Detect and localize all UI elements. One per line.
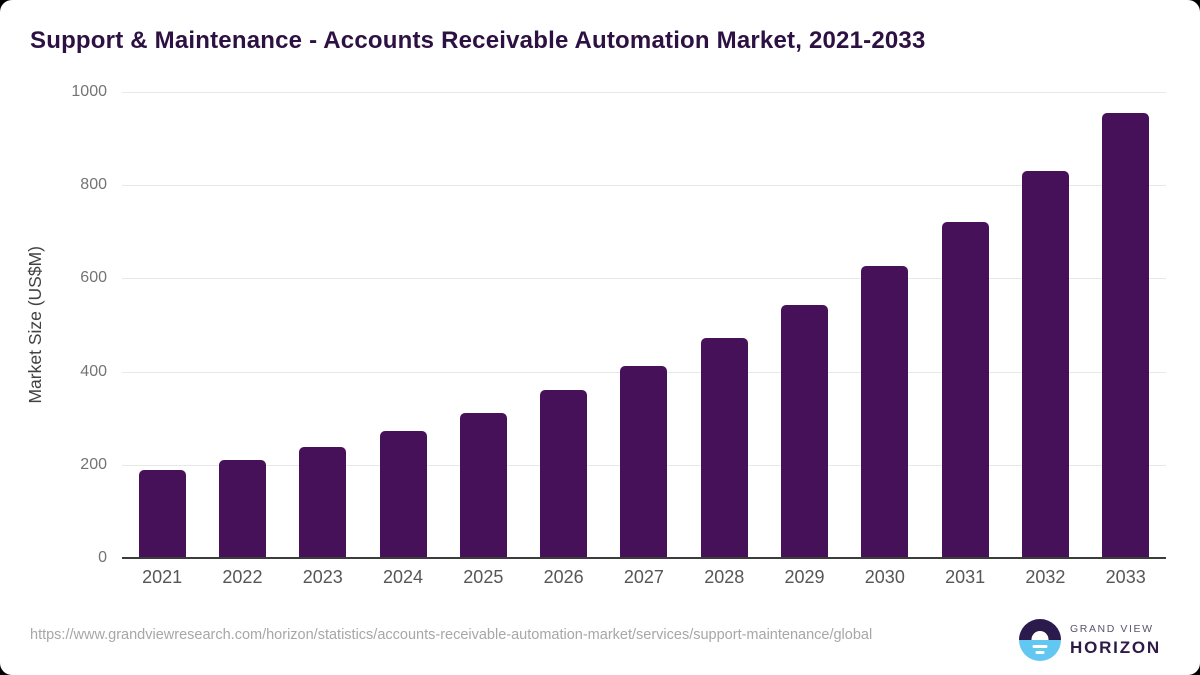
bar-2033[interactable] [1102,112,1150,558]
horizon-sunrise-logo-icon [1019,619,1061,661]
y-tick-400: 400 [80,362,107,380]
chart-title: Support & Maintenance - Accounts Receiva… [30,27,926,54]
x-label-2022: 2022 [222,567,263,587]
x-label-2025: 2025 [463,567,504,587]
plot-area [122,92,1166,558]
bar-2025[interactable] [459,412,507,558]
logo-text-grand-view: GRAND VIEW [1070,622,1154,635]
x-label-2032: 2032 [1025,567,1066,587]
gridline-600 [122,278,1166,280]
x-label-2023: 2023 [302,567,343,587]
bar-2024[interactable] [379,430,427,558]
logo-icon-arch [1031,631,1049,640]
bar-2028[interactable] [700,338,748,558]
gridline-1000 [122,92,1166,93]
logo-icon-reflection-line-1 [1032,645,1048,648]
x-label-2033: 2033 [1105,567,1146,587]
bar-2027[interactable] [620,366,668,558]
x-label-2029: 2029 [784,567,825,587]
bar-2022[interactable] [218,459,266,558]
x-axis-labels: 2021 2022 2023 2024 2025 2026 2027 2028 2029 2030… [122,567,1166,588]
gridline-800 [122,185,1166,187]
logo-text-horizon: HORIZON [1070,637,1161,657]
logo-icon-reflection-line-2 [1035,651,1045,654]
bar-series [122,92,1166,558]
bar-2021[interactable] [138,470,186,558]
y-tick-800: 800 [80,176,107,194]
x-label-2027: 2027 [623,567,664,587]
y-tick-600: 600 [80,269,107,287]
bar-2032[interactable] [1021,171,1069,558]
y-tick-200: 200 [80,455,107,473]
x-label-2024: 2024 [383,567,424,587]
bar-2031[interactable] [941,221,989,558]
bar-2023[interactable] [299,446,347,558]
x-label-2021: 2021 [142,567,183,587]
y-tick-1000: 1000 [71,83,107,100]
logo-text: GRAND VIEW HORIZON [1070,623,1161,658]
x-axis-line [122,557,1166,559]
x-label-2031: 2031 [945,567,986,587]
bar-2030[interactable] [861,265,909,558]
x-label-2030: 2030 [864,567,905,587]
x-label-2026: 2026 [543,567,584,587]
source-url: https://www.grandviewresearch.com/horizo… [30,627,873,643]
y-tick-0: 0 [98,549,107,566]
y-axis-ticks: 0 200 400 600 800 1000 [0,83,107,566]
bar-2026[interactable] [540,390,588,558]
brand-logo: GRAND VIEW HORIZON [1019,619,1161,661]
bar-2029[interactable] [781,305,829,558]
x-label-2028: 2028 [704,567,745,587]
logo-icon-top-half [1019,619,1061,640]
